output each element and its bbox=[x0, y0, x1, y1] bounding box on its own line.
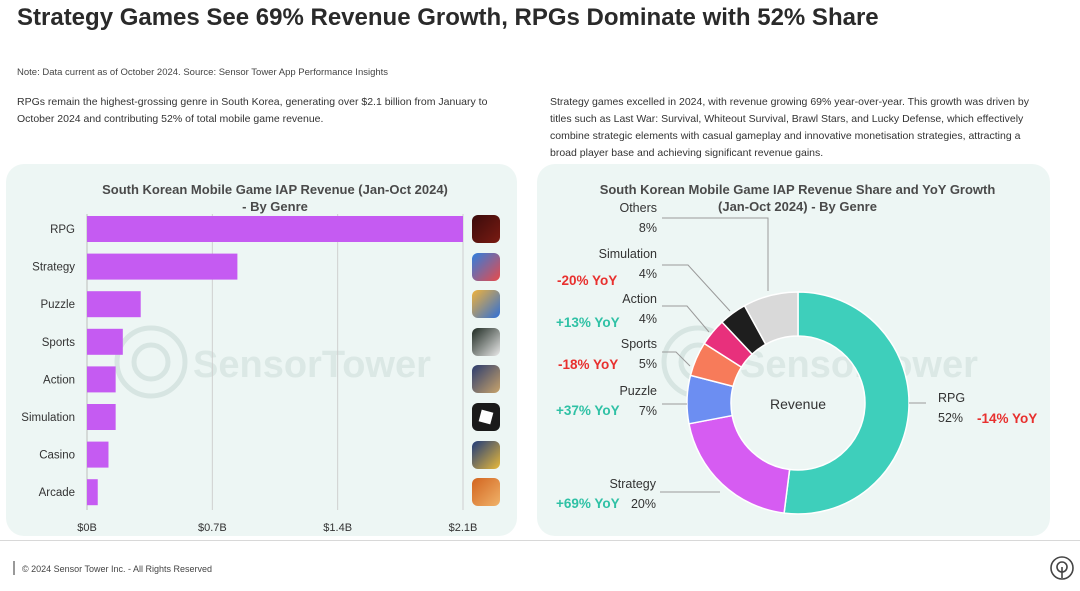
bar-rpg[interactable] bbox=[87, 216, 463, 242]
category-label: Strategy bbox=[32, 262, 75, 274]
slice-value-label: 7% bbox=[638, 404, 657, 418]
slice-value-label: 4% bbox=[638, 312, 657, 326]
footer-accent bbox=[13, 561, 15, 575]
cookie-run-icon bbox=[472, 478, 500, 507]
slice-others[interactable] bbox=[743, 291, 799, 346]
svg-text:SensorTower: SensorTower bbox=[193, 344, 431, 386]
sensor-tower-logo-icon[interactable] bbox=[1049, 555, 1075, 581]
slice-name-label: Others bbox=[619, 201, 657, 215]
slice-name-label: Puzzle bbox=[619, 384, 657, 398]
bar-chart-watermark: SensorTower bbox=[114, 325, 431, 399]
bar-arcade[interactable] bbox=[87, 479, 98, 506]
fc-mobile-icon bbox=[472, 327, 500, 356]
donut-chart-title: South Korean Mobile Game IAP Revenue Sha… bbox=[599, 182, 996, 214]
slice-value-label: 52% bbox=[938, 411, 964, 425]
bar-chart: SensorTower RPG Strategy Puzzle Sports Actio… bbox=[21, 214, 478, 534]
category-label: Puzzle bbox=[40, 299, 75, 311]
slice-strategy[interactable] bbox=[688, 414, 791, 514]
slice-name-label: Strategy bbox=[609, 477, 656, 491]
x-tick-label: $0.7B bbox=[198, 522, 227, 534]
page-title: Strategy Games See 69% Revenue Growth, R… bbox=[17, 4, 879, 31]
slice-value-label: 8% bbox=[638, 221, 657, 235]
bar-strategy[interactable] bbox=[87, 253, 238, 280]
slice-yoy-label: -20% YoY bbox=[557, 273, 618, 288]
poker-icon bbox=[472, 440, 500, 469]
bar-action[interactable] bbox=[87, 366, 116, 393]
slice-rpg[interactable] bbox=[783, 291, 910, 515]
slice-yoy-label: +13% YoY bbox=[556, 315, 620, 330]
leader-line bbox=[662, 217, 769, 291]
category-label: Action bbox=[43, 374, 75, 386]
category-label: RPG bbox=[50, 224, 75, 236]
leader-line bbox=[662, 351, 691, 367]
category-label: Casino bbox=[39, 450, 75, 462]
roblox-icon bbox=[472, 403, 500, 431]
slice-yoy-label: +69% YoY bbox=[556, 496, 620, 511]
category-label: Simulation bbox=[21, 412, 75, 424]
slice-yoy-label: -14% YoY bbox=[977, 411, 1038, 426]
category-label: Arcade bbox=[39, 487, 75, 499]
leader-line bbox=[662, 264, 731, 312]
copyright: © 2024 Sensor Tower Inc. - All Rights Re… bbox=[22, 564, 213, 574]
x-tick-label: $1.4B bbox=[323, 522, 352, 534]
footer-divider bbox=[0, 540, 1080, 541]
slice-name-label: RPG bbox=[938, 391, 966, 405]
slice-name-label: Sports bbox=[620, 337, 657, 351]
donut-center-label: Revenue bbox=[770, 396, 826, 412]
x-tick-label: $2.1B bbox=[449, 522, 478, 534]
bar-puzzle[interactable] bbox=[87, 291, 141, 318]
slice-value-label: 4% bbox=[638, 267, 657, 281]
mir-m-icon bbox=[472, 215, 500, 243]
royal-match-icon bbox=[472, 290, 500, 319]
slice-yoy-label: -18% YoY bbox=[558, 357, 619, 372]
slice-yoy-label: +37% YoY bbox=[556, 403, 620, 418]
leader-line bbox=[662, 305, 710, 333]
donut-chart: SensorTower Revenue bbox=[660, 217, 978, 515]
bar-simulation[interactable] bbox=[87, 404, 116, 430]
source-note: Note: Data current as of October 2024. S… bbox=[17, 67, 389, 78]
category-label: Sports bbox=[42, 337, 75, 349]
left-description: RPGs remain the highest-grossing genre i… bbox=[17, 96, 488, 125]
bar-chart-title: South Korean Mobile Game IAP Revenue (Ja… bbox=[102, 182, 448, 214]
action-game-icon bbox=[472, 365, 500, 394]
bar-sports[interactable] bbox=[87, 328, 123, 355]
slice-value-label: 20% bbox=[630, 497, 656, 511]
x-tick-label: $0B bbox=[77, 522, 97, 534]
bar-casino[interactable] bbox=[87, 441, 109, 468]
right-description: Strategy games excelled in 2024, with re… bbox=[550, 96, 1029, 159]
slice-value-label: 5% bbox=[638, 357, 657, 371]
last-war-icon bbox=[472, 252, 500, 281]
slice-name-label: Simulation bbox=[598, 247, 657, 261]
slice-name-label: Action bbox=[622, 292, 657, 306]
